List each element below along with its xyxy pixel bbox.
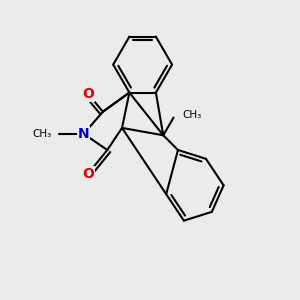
Text: CH₃: CH₃ — [182, 110, 202, 120]
Text: O: O — [82, 167, 94, 181]
Text: O: O — [82, 87, 94, 101]
Text: CH₃: CH₃ — [32, 129, 51, 139]
Text: N: N — [78, 127, 90, 141]
